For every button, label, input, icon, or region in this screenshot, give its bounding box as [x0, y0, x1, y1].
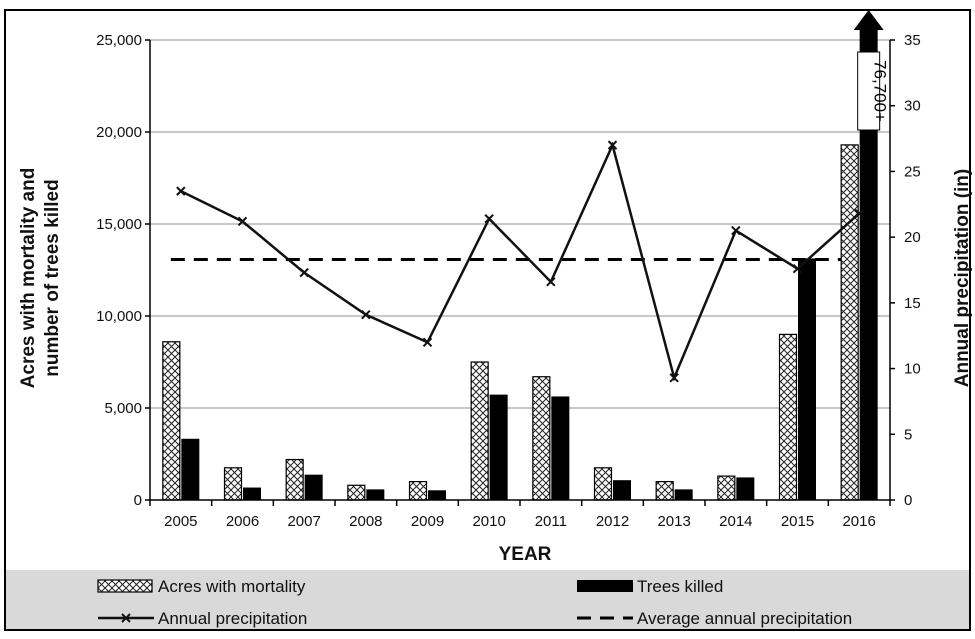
bar-trees-killed — [243, 487, 261, 501]
y-axis-title: Acres with mortality and number of trees… — [18, 168, 63, 389]
axes-layer: 0 5,000 10,000 15,000 20,000 25,000 0 5 10 15 20 25… — [96, 32, 921, 530]
precipitation-point — [669, 373, 679, 383]
legend-swatch-solid — [577, 580, 633, 592]
bar-trees-killed — [366, 489, 385, 501]
x-tick-label: 2005 — [164, 513, 197, 530]
bar-trees-killed — [304, 474, 323, 501]
y-tick-label: 20,000 — [96, 124, 142, 141]
legend-swatch-hatched — [97, 579, 153, 593]
y-axis-title-line-2: number of trees killed — [42, 179, 63, 376]
lines-layer — [170, 140, 864, 383]
bar-acres-with-mortality — [408, 481, 428, 501]
bar-acres-with-mortality — [532, 376, 551, 501]
gridlines — [150, 39, 890, 409]
bar-trees-killed — [181, 438, 200, 501]
precipitation-point — [361, 309, 371, 320]
annotation-box — [857, 51, 881, 131]
y2-tick-label: 25 — [904, 163, 921, 180]
bar-acres-with-mortality — [347, 484, 366, 501]
overflow-arrow — [853, 10, 884, 30]
x-tick-label: 2012 — [596, 513, 629, 530]
bar-trees-killed — [798, 258, 816, 501]
labels-layer: YEAR Acres with mortality and number of … — [18, 168, 973, 565]
bar-trees-killed — [489, 394, 508, 501]
bar-acres-with-mortality — [162, 341, 181, 501]
y2-tick-label: 20 — [904, 229, 921, 246]
bar-acres-with-mortality — [470, 361, 489, 501]
legend-background — [6, 570, 969, 629]
legend-item: Average annual precipitation — [577, 609, 852, 628]
bars-layer: 76,700+ — [162, 10, 890, 501]
bar-trees-killed — [551, 396, 570, 501]
y2-axis-title: Annual precipitation (in) — [952, 169, 973, 388]
x-axis-title: YEAR — [499, 544, 552, 565]
x-tick-label: 2015 — [781, 513, 814, 530]
bar-trees-killed — [613, 480, 631, 501]
legend: Acres with mortality Trees killed Annual p… — [97, 577, 852, 628]
bar-acres-with-mortality — [593, 467, 613, 501]
legend-label: Average annual precipitation — [637, 609, 852, 628]
precipitation-point — [237, 216, 248, 227]
y-tick-label: 0 — [134, 492, 142, 509]
precipitation-point — [607, 140, 618, 150]
x-tick-label: 2006 — [226, 513, 259, 530]
precipitation-point — [854, 208, 864, 219]
y2-tick-label: 5 — [904, 426, 912, 443]
bar-trees-killed — [736, 477, 755, 501]
x-tick-label: 2007 — [287, 513, 320, 530]
precipitation-point — [792, 263, 803, 274]
bar-acres-with-mortality — [717, 475, 736, 501]
legend-label: Trees killed — [637, 577, 723, 596]
legend-item: Acres with mortality — [97, 577, 306, 596]
bar-acres-with-mortality — [285, 458, 304, 501]
y-tick-label: 25,000 — [96, 32, 142, 49]
y-axis-title-line-1: Acres with mortality and — [18, 168, 39, 389]
y-tick-label: 15,000 — [96, 216, 142, 233]
bar-trees-killed — [674, 489, 693, 501]
y-tick-label: 10,000 — [96, 308, 142, 325]
precipitation-point — [422, 337, 433, 347]
x-tick-label: 2013 — [657, 513, 690, 530]
annual-precipitation-line — [180, 141, 861, 382]
x-tick-label: 2016 — [842, 513, 875, 530]
annotation-label: 76,700+ — [871, 60, 890, 122]
precipitation-point — [484, 214, 494, 224]
bar-acres-with-mortality — [655, 481, 674, 501]
x-tick-label: 2009 — [411, 513, 444, 530]
x-tick-label: 2014 — [719, 513, 752, 530]
legend-label: Annual precipitation — [158, 609, 307, 628]
y2-tick-label: 15 — [904, 295, 921, 312]
precipitation-point — [731, 225, 741, 236]
precipitation-point — [546, 277, 556, 287]
x-tick-label: 2010 — [472, 513, 505, 530]
precipitation-point — [299, 267, 309, 278]
precipitation-point — [176, 186, 186, 196]
bar-acres-with-mortality — [778, 333, 798, 501]
y2-tick-label: 0 — [904, 492, 912, 509]
y2-tick-label: 35 — [904, 32, 921, 49]
legend-label: Acres with mortality — [158, 577, 306, 596]
y-tick-label: 5,000 — [104, 400, 142, 417]
legend-item: Trees killed — [577, 577, 723, 596]
legend-item: Annual precipitation — [98, 609, 307, 628]
bar-acres-with-mortality — [223, 467, 243, 501]
legend-swatch-marker — [121, 613, 131, 623]
y2-tick-label: 10 — [904, 361, 921, 378]
bar-trees-killed — [428, 490, 446, 501]
x-tick-label: 2011 — [535, 513, 567, 530]
y2-tick-label: 30 — [904, 98, 921, 115]
x-tick-label: 2008 — [349, 513, 382, 530]
bar-acres-with-mortality — [840, 144, 859, 501]
